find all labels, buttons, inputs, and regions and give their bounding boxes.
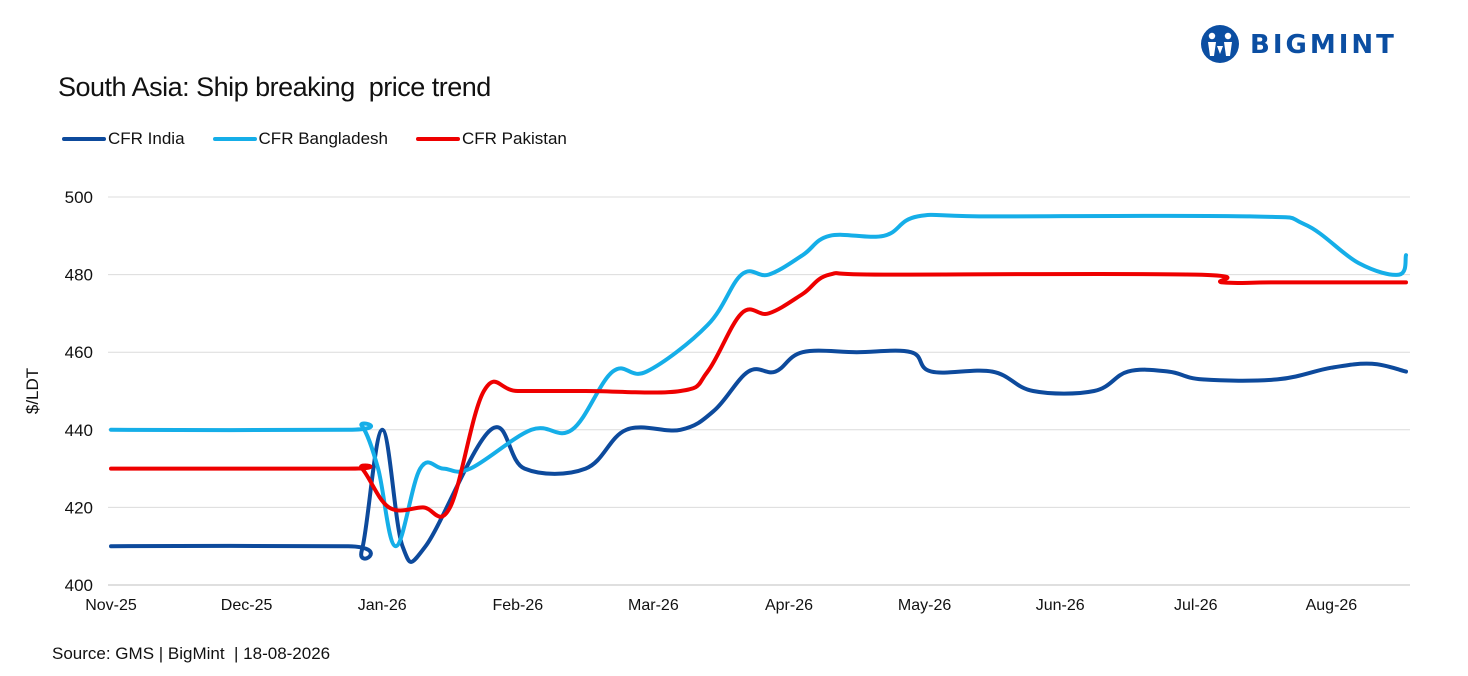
x-tick-label-nov-25: Nov-25 [85,597,137,614]
bigmint-logo-mark-icon [1201,25,1239,63]
bigmint-logo: BIGMINT [1200,24,1420,64]
legend-label-cfr-india: CFR India [108,129,185,148]
y-axis-title: $/LDT [23,368,42,414]
x-tick-label-apr-26: Apr-26 [765,597,813,614]
x-tick-label-jun-26: Jun-26 [1036,597,1085,614]
y-tick-label-460: 460 [65,343,93,362]
legend-item-cfr-bangladesh: CFR Bangladesh [212,129,388,149]
y-tick-label-480: 480 [65,266,93,285]
legend-label-cfr-bangladesh: CFR Bangladesh [258,129,388,148]
x-tick-label-feb-26: Feb-26 [492,597,543,614]
x-tick-label-dec-25: Dec-25 [221,597,273,614]
chart-title: South Asia: Ship breaking price trend [58,72,491,102]
chart-legend: CFR India CFR Bangladesh CFR Pakistan [62,127,567,151]
series-line-cfr-pakistan [109,271,1408,519]
legend-swatch-cfr-pakistan [416,137,460,141]
legend-item-cfr-pakistan: CFR Pakistan [416,129,567,149]
bigmint-logo-text: BIGMINT [1250,30,1397,60]
series-line-cfr-bangladesh [109,212,1408,549]
x-tick-label-may-26: May-26 [898,597,951,614]
y-tick-label-500: 500 [65,188,93,207]
y-tick-label-420: 420 [65,498,93,517]
x-tick-label-mar-26: Mar-26 [628,597,679,614]
x-tick-label-jan-26: Jan-26 [358,597,407,614]
legend-swatch-cfr-bangladesh [212,137,257,141]
series-line-cfr-india [109,348,1408,564]
y-tick-label-400: 400 [65,576,93,595]
y-tick-label-440: 440 [65,421,93,440]
x-tick-label-jul-26: Jul-26 [1174,597,1218,614]
x-tick-label-aug-26: Aug-26 [1306,597,1358,614]
legend-item-cfr-india: CFR India [62,129,185,149]
source-footnote: Source: GMS | BigMint | 18-08-2026 [52,644,331,663]
legend-label-cfr-pakistan: CFR Pakistan [462,129,567,148]
legend-swatch-cfr-india [62,137,106,141]
